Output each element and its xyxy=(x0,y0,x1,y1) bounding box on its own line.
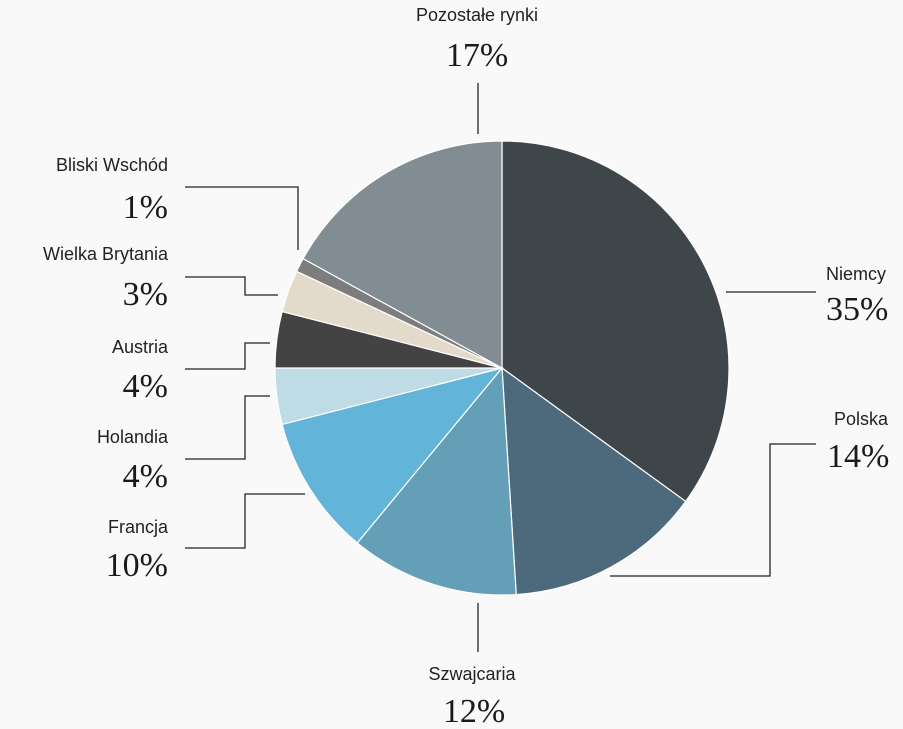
label-niemcy-name: Niemcy xyxy=(826,264,886,284)
leader-line-francja xyxy=(185,493,305,549)
label-szwajcaria-name: Szwajcaria xyxy=(428,664,516,684)
label-bliski-wschod-value: 1% xyxy=(123,189,168,226)
label-polska-value: 14% xyxy=(827,438,889,475)
pie-slice-niemcy xyxy=(501,140,730,503)
label-holandia-name: Holandia xyxy=(97,427,169,447)
label-szwajcaria-value: 12% xyxy=(443,693,505,729)
leader-line-bliski-wschod xyxy=(185,186,299,250)
leader-lines xyxy=(185,83,816,652)
label-wielka-brytania-name: Wielka Brytania xyxy=(43,244,169,264)
label-austria-value: 4% xyxy=(123,368,168,405)
pie-slice-szwajcaria xyxy=(356,366,517,596)
leader-line-holandia xyxy=(185,395,270,460)
pie-slice-francja xyxy=(281,366,504,544)
label-wielka-brytania-value: 3% xyxy=(123,276,168,313)
label-polska-name: Polska xyxy=(834,409,889,429)
leader-line-wielka-brytania xyxy=(185,276,278,296)
label-pozostale-rynki-value: 17% xyxy=(446,37,508,74)
label-francja-value: 10% xyxy=(106,547,168,584)
leader-line-austria xyxy=(185,342,270,370)
pie-slice-polska xyxy=(501,366,687,596)
leader-line-polska xyxy=(610,443,816,577)
label-bliski-wschod-name: Bliski Wschód xyxy=(56,155,168,175)
label-pozostale-rynki-name: Pozostałe rynki xyxy=(416,5,538,25)
label-niemcy-value: 35% xyxy=(826,291,888,328)
slice-labels: Niemcy 35% Polska 14% Szwajcaria 12% Fra… xyxy=(43,5,889,729)
label-austria-name: Austria xyxy=(112,337,169,357)
pie-slice-pozostale-rynki xyxy=(302,140,503,370)
label-francja-name: Francja xyxy=(108,517,169,537)
pie-slices xyxy=(274,140,730,596)
label-holandia-value: 4% xyxy=(123,458,168,495)
